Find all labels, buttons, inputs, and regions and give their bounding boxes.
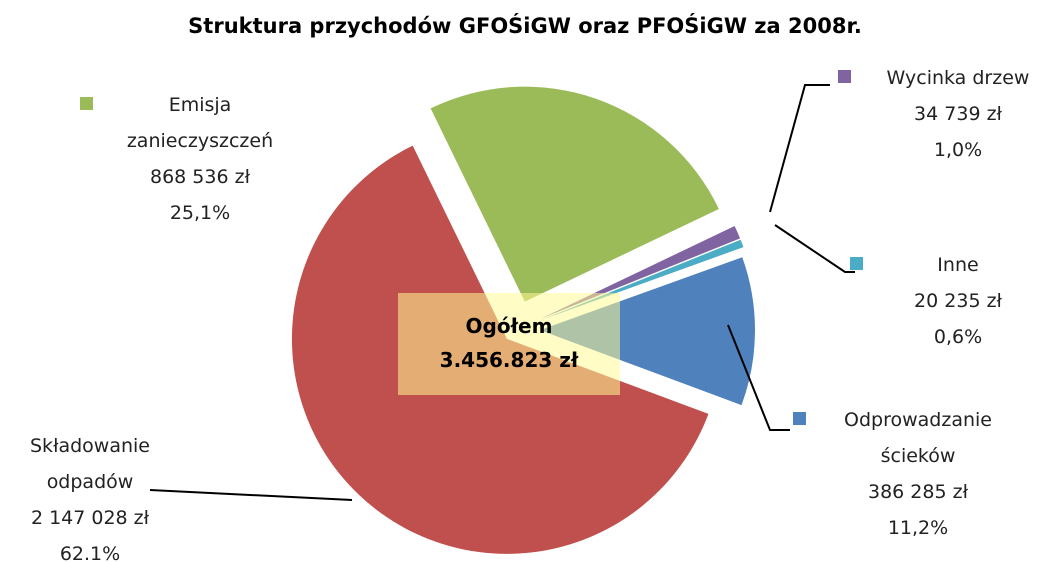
leader-line xyxy=(727,324,790,431)
category-label: Wycinka drzew xyxy=(886,67,1030,89)
category-label: Emisja zanieczyszczeń xyxy=(126,94,274,152)
value-label: 2 147 028 zł xyxy=(30,507,150,529)
data-label: Inne 20 235 zł 0,6% xyxy=(858,247,1050,355)
data-label: Emisja zanieczyszczeń 868 536 zł 25,1% xyxy=(110,87,290,231)
value-label: 868 536 zł xyxy=(150,166,250,188)
legend-marker xyxy=(80,97,93,110)
percent-label: 1,0% xyxy=(933,139,983,161)
annotation: 3.456.823 zł xyxy=(439,348,579,372)
data-label: Składowanie odpadów 2 147 028 zł 62.1% xyxy=(5,428,175,562)
category-label: Odprowadzanie ścieków xyxy=(844,409,992,467)
percent-label: 0,6% xyxy=(933,326,983,348)
annotation: Ogółem xyxy=(465,314,553,338)
legend-marker xyxy=(850,257,863,270)
data-label: Wycinka drzew 34 739 zł 1,0% xyxy=(858,60,1050,168)
legend-marker xyxy=(838,70,851,83)
value-label: 20 235 zł xyxy=(914,290,1002,312)
leader-line xyxy=(774,224,855,273)
center-box: Ogółem 3.456.823 zł xyxy=(398,293,620,395)
leader-line xyxy=(769,84,830,213)
leader-line xyxy=(149,489,353,501)
value-label: 386 285 zł xyxy=(868,481,968,503)
data-label: Odprowadzanie ścieków 386 285 zł 11,2% xyxy=(818,402,1018,546)
percent-label: 11,2% xyxy=(887,517,949,539)
pie-slice xyxy=(539,257,755,406)
value-label: 34 739 zł xyxy=(914,103,1002,125)
category-label: Składowanie odpadów xyxy=(30,435,150,493)
legend-marker xyxy=(793,412,806,425)
pie-slice xyxy=(430,86,719,302)
percent-label: 25,1% xyxy=(169,202,231,224)
percent-label: 62.1% xyxy=(59,543,121,562)
chart-title: Struktura przychodów GFOŚiGW oraz PFOŚiG… xyxy=(188,14,862,38)
category-label: Inne xyxy=(937,254,979,276)
